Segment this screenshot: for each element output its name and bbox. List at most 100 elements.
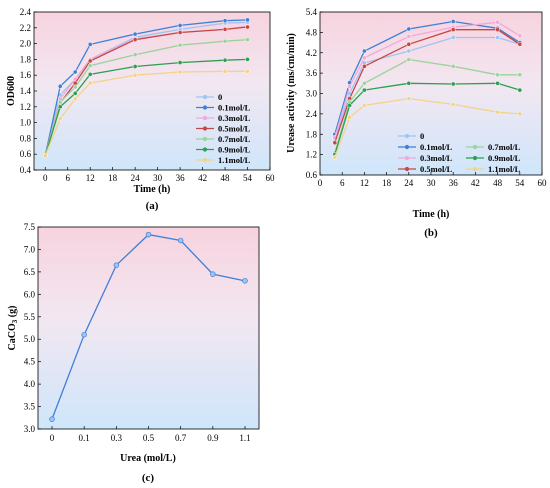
chart-b-data-point xyxy=(406,26,412,32)
chart-b-data-point xyxy=(495,35,500,40)
chart-b-y-tick-label: 1.2 xyxy=(306,150,317,160)
chart-a-data-point xyxy=(57,116,63,122)
chart-a-data-point xyxy=(177,42,183,48)
chart-b-data-point xyxy=(517,72,523,78)
chart-c-y-tick-label: 3.0 xyxy=(24,424,36,434)
chart-b-data-point xyxy=(450,63,456,69)
chart-a-data-point xyxy=(222,38,228,44)
chart-a-x-axis-label: Time (h) xyxy=(134,184,171,195)
chart-b-data-point xyxy=(362,87,367,93)
chart-a-data-point xyxy=(177,23,183,28)
chart-a-legend-marker xyxy=(202,147,208,152)
chart-c-y-tick-label: 4.0 xyxy=(24,379,36,389)
chart-a-data-point xyxy=(222,68,228,74)
chart-a-data-point xyxy=(245,57,250,62)
chart-c-panel-label: (c) xyxy=(142,472,155,484)
chart-a-legend-marker xyxy=(202,157,208,163)
chart-a-data-point xyxy=(42,153,48,159)
chart-b-x-axis-label: Time (h) xyxy=(413,209,450,220)
chart-b-x-tick-label: 42 xyxy=(471,178,480,188)
chart-a-data-point xyxy=(87,72,93,77)
chart-b-legend-label: 0.1mol/L xyxy=(420,142,453,152)
chart-a-plot-area xyxy=(33,11,271,171)
chart-b-data-point xyxy=(362,103,367,108)
chart-a-legend-label: 0.3mol/L xyxy=(218,113,251,123)
chart-b-x-tick-label: 54 xyxy=(515,178,525,188)
chart-c-data-point xyxy=(177,237,184,244)
chart-a-data-point xyxy=(132,52,138,58)
chart-b-data-point xyxy=(406,96,412,101)
chart-b-data-point xyxy=(517,33,523,39)
chart-b-y-tick-label: 3.6 xyxy=(306,68,318,78)
chart-b-data-point xyxy=(406,41,412,47)
chart-a: 0 6 12 18 24 30 36 42 48 54 60 0.4 0.6 0.8 1.0 1.2 1.4 1.… xyxy=(6,7,275,212)
chart-a-series-line xyxy=(44,39,248,156)
chart-a-x-tick-label: 18 xyxy=(108,173,118,183)
chart-a-legend-label: 0.9mol/L xyxy=(218,145,251,155)
chart-b-legend-marker xyxy=(472,144,478,150)
chart-c-y-tick-label: 5.5 xyxy=(24,312,36,322)
chart-a-data-point xyxy=(132,64,138,69)
chart-a-data-point xyxy=(87,42,93,47)
chart-b-data-point xyxy=(347,103,352,108)
chart-a-data-point xyxy=(87,80,93,86)
chart-a-data-point xyxy=(132,31,138,37)
chart-b-data-point xyxy=(362,48,367,54)
chart-b-x-tick-label: 60 xyxy=(538,178,548,188)
chart-a-series-line xyxy=(44,58,248,156)
chart-b-y-tick-label: 3.0 xyxy=(306,89,318,99)
chart-a-data-point xyxy=(132,72,138,78)
chart-b: 0 6 12 18 24 30 36 42 48 54 60 0.6 1.2 1.8 2.4 3.0 3.6 4.… xyxy=(286,7,547,239)
chart-a-y-tick-label: 0.8 xyxy=(20,133,32,143)
chart-a-data-point xyxy=(177,30,183,35)
chart-c-data-point xyxy=(81,331,87,338)
chart-a-legend-label: 1.1mol/L xyxy=(218,155,251,165)
chart-b-data-point xyxy=(450,19,456,24)
chart-a-data-point xyxy=(222,27,228,32)
chart-b-data-point xyxy=(406,57,412,62)
chart-a-x-tick-label: 42 xyxy=(198,173,207,183)
chart-a-legend-marker xyxy=(202,105,208,110)
chart-c-data-point xyxy=(145,231,152,238)
chart-a-legend-label: 0.7mol/L xyxy=(218,134,251,144)
chart-c-y-tick-label: 7.0 xyxy=(24,244,36,254)
chart-a-data-point xyxy=(57,99,63,105)
chart-a-y-tick-label: 0.6 xyxy=(20,149,32,159)
chart-c-data-point xyxy=(113,262,120,268)
chart-a-data-point xyxy=(245,37,250,43)
chart-b-data-point xyxy=(450,27,456,33)
chart-b-data-point xyxy=(450,102,456,107)
chart-b-data-point xyxy=(332,154,338,160)
chart-a-x-tick-label: 30 xyxy=(153,173,163,183)
chart-b-y-tick-label: 5.4 xyxy=(306,7,318,17)
chart-b-y-tick-label: 0.6 xyxy=(306,170,318,180)
chart-b-data-point xyxy=(495,109,500,115)
chart-a-y-tick-label: 2.4 xyxy=(20,7,32,17)
chart-a-x-tick-label: 54 xyxy=(243,173,253,183)
chart-c-x-tick-label: 0.9 xyxy=(207,433,219,443)
chart-b-legend-label: 0.3mol/L xyxy=(420,153,453,163)
chart-b-legend-label: 0.5mol/L xyxy=(420,164,453,174)
chart-b-panel-label: (b) xyxy=(424,227,438,239)
chart-b-legend: 00.1mol/L0.3mol/L0.5mol/L 0.7mol/L0.9mol/… xyxy=(398,131,521,174)
chart-a-x-tick-label: 36 xyxy=(176,173,186,183)
chart-b-x-tick-label: 36 xyxy=(449,178,459,188)
chart-b-legend-marker xyxy=(404,155,410,161)
chart-a-legend-label: 0 xyxy=(218,92,222,102)
chart-b-y-tick-label: 4.2 xyxy=(306,48,317,58)
chart-b-x-tick-label: 24 xyxy=(404,178,414,188)
chart-b-legend-marker xyxy=(404,166,410,172)
chart-b-legend-marker xyxy=(472,166,478,172)
chart-c-y-tick-label: 6.5 xyxy=(24,267,36,277)
chart-b-data-point xyxy=(450,81,456,87)
chart-a-data-point xyxy=(57,83,63,89)
chart-a-data-point xyxy=(245,24,250,30)
chart-a-data-point xyxy=(57,104,63,110)
chart-a-data-point xyxy=(222,57,228,63)
chart-b-legend-label: 1.1mol/L xyxy=(488,164,521,174)
chart-a-data-point xyxy=(222,18,228,24)
chart-b-legend-marker xyxy=(404,144,410,150)
chart-b-x-tick-label: 6 xyxy=(340,178,345,188)
chart-a-data-point xyxy=(177,60,183,65)
chart-b-data-point xyxy=(406,48,412,54)
